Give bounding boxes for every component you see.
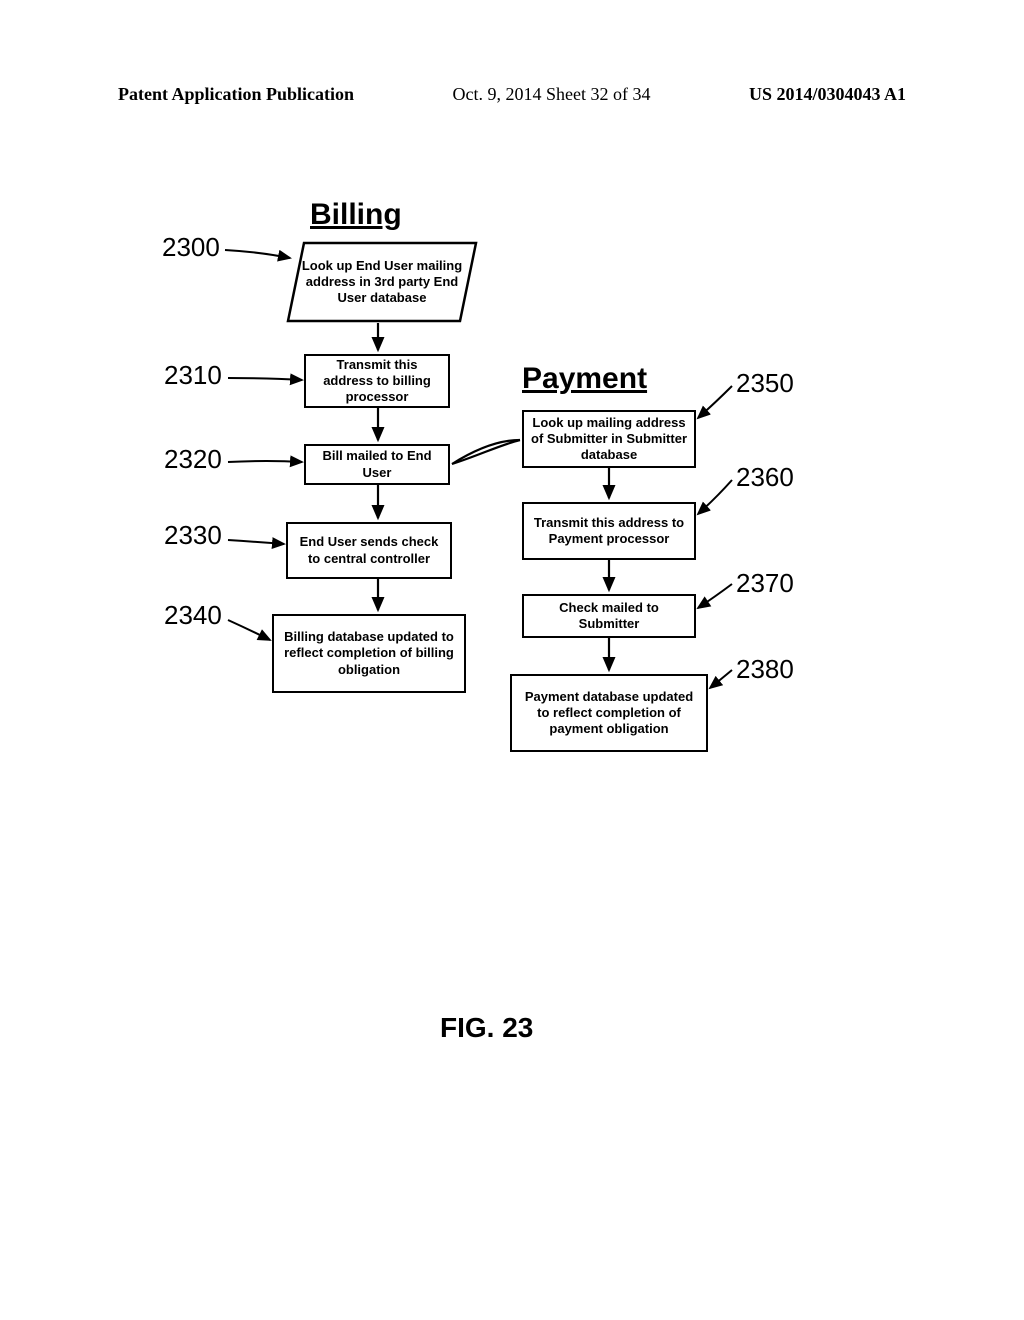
- billing-step-0-text: Look up End User mailing address in 3rd …: [300, 244, 464, 320]
- ref-2300: 2300: [162, 232, 220, 263]
- payment-step-2: Check mailed to Submitter: [522, 594, 696, 638]
- payment-title: Payment: [522, 362, 647, 396]
- header-center: Oct. 9, 2014 Sheet 32 of 34: [453, 84, 651, 105]
- payment-step-1: Transmit this address to Payment process…: [522, 502, 696, 560]
- billing-step-2: Bill mailed to End User: [304, 444, 450, 485]
- ref-2320: 2320: [164, 444, 222, 475]
- ref-2370: 2370: [736, 568, 794, 599]
- header-left: Patent Application Publication: [118, 84, 354, 105]
- ref-2310: 2310: [164, 360, 222, 391]
- ref-2330: 2330: [164, 520, 222, 551]
- billing-title: Billing: [310, 198, 402, 232]
- billing-step-3: End User sends check to central controll…: [286, 522, 452, 579]
- billing-step-1: Transmit this address to billing process…: [304, 354, 450, 408]
- header-right: US 2014/0304043 A1: [749, 84, 906, 105]
- ref-2360: 2360: [736, 462, 794, 493]
- billing-step-4: Billing database updated to reflect comp…: [272, 614, 466, 693]
- payment-step-0: Look up mailing address of Submitter in …: [522, 410, 696, 468]
- ref-2340: 2340: [164, 600, 222, 631]
- ref-2380: 2380: [736, 654, 794, 685]
- payment-step-3: Payment database updated to reflect comp…: [510, 674, 708, 752]
- flow-arrows: [0, 0, 1024, 1320]
- figure-caption: FIG. 23: [440, 1012, 533, 1044]
- page-header: Patent Application Publication Oct. 9, 2…: [0, 84, 1024, 105]
- ref-2350: 2350: [736, 368, 794, 399]
